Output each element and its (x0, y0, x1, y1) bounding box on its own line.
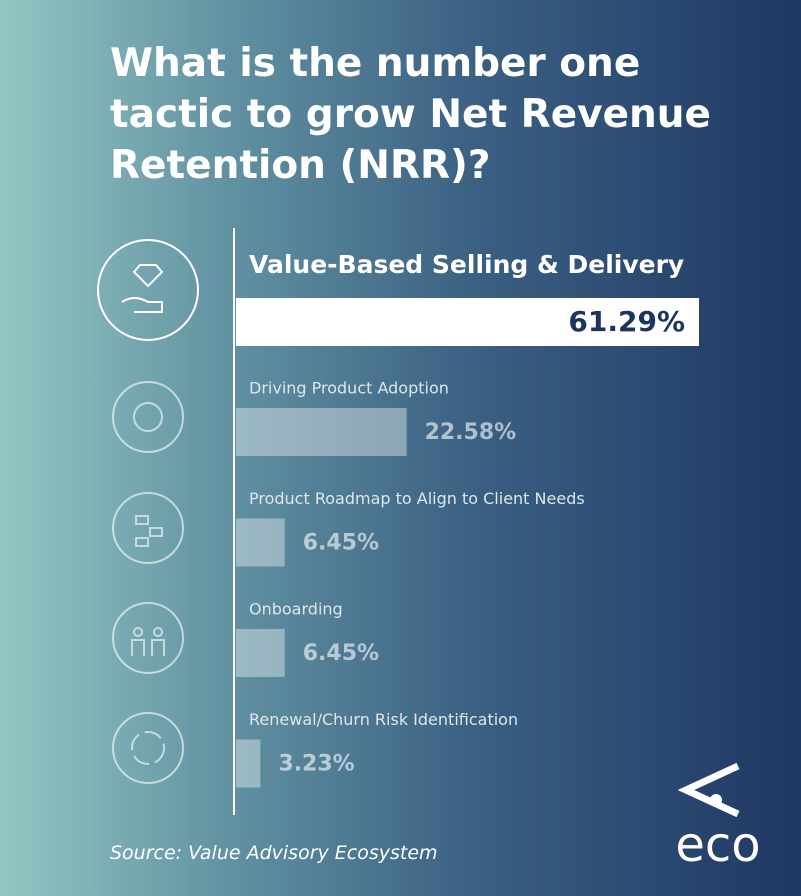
icons (97, 239, 199, 784)
value-label: 3.23% (278, 752, 354, 777)
value-label: 6.45% (303, 531, 379, 556)
logo-chevron (677, 762, 740, 818)
category-label: Onboarding (249, 600, 343, 619)
icon-people (131, 627, 165, 656)
icon-roadmap-shape (135, 515, 163, 547)
category-label: Product Roadmap to Align to Client Needs (249, 489, 585, 508)
icon-cycle (131, 731, 165, 765)
bar (236, 739, 261, 788)
bar (236, 408, 407, 456)
icon-onboarding (112, 602, 184, 674)
bar (236, 629, 285, 677)
value-label: 61.29% (568, 305, 685, 338)
category-label: Driving Product Adoption (249, 379, 449, 398)
icon-adoption (112, 381, 184, 453)
icon-gear (133, 402, 163, 432)
logo-text: eco (675, 817, 760, 873)
logo-dot (710, 794, 722, 806)
icon-renewal (112, 712, 184, 784)
chart-title: What is the number one tactic to grow Ne… (110, 41, 711, 188)
logo: eco (675, 762, 761, 873)
icon-roadmap (112, 492, 184, 564)
bar (236, 518, 285, 567)
source: Source: Value Advisory Ecosystem (110, 842, 438, 864)
icon-diamond-shape (121, 264, 164, 313)
value-label: 6.45% (303, 641, 379, 666)
bar (236, 298, 699, 346)
category-label: Value-Based Selling & Delivery (249, 250, 684, 279)
category-label: Renewal/Churn Risk Identification (249, 710, 518, 729)
value-label: 22.58% (425, 420, 517, 445)
icon-diamond (97, 239, 199, 341)
